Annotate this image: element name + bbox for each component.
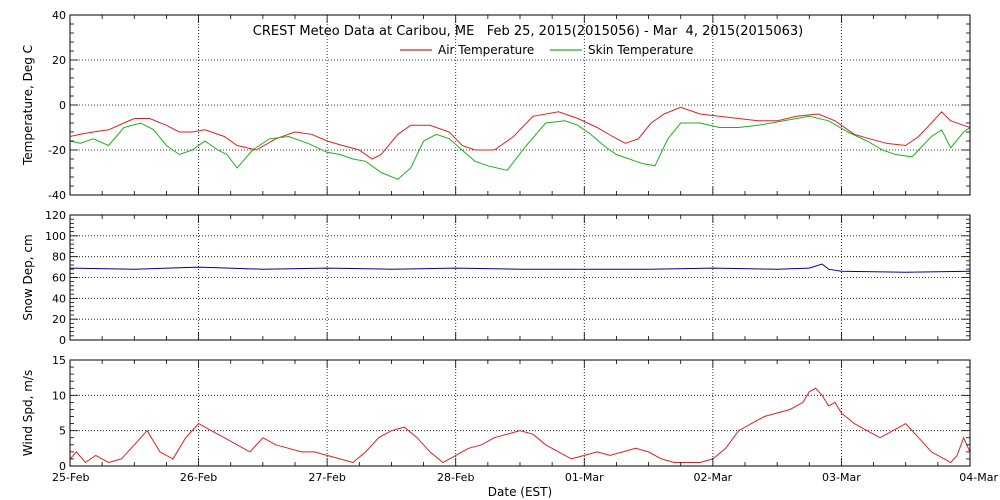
y-axis-label: Snow Dep, cm xyxy=(21,234,35,320)
x-tick-label: 01-Mar xyxy=(565,471,604,484)
y-tick-label: 40 xyxy=(52,9,66,22)
x-tick-label: 04-Mar xyxy=(959,471,998,484)
y-tick-label: 0 xyxy=(59,460,66,473)
series-line-1 xyxy=(69,263,971,273)
legend-label-skin-temperature: Skin Temperature xyxy=(588,43,693,57)
legend: Air Temperature Skin Temperature xyxy=(400,43,693,57)
y-tick-label: 120 xyxy=(45,209,66,222)
x-tick-label: 27-Feb xyxy=(308,471,345,484)
panel-3: 0 5 10 15 Wind Spd, m/s xyxy=(21,354,971,473)
y-axis-label: Temperature, Deg C xyxy=(21,45,35,166)
panel-2: 0 20 40 60 80 100 120 Snow Dep, cm xyxy=(21,209,971,347)
y-tick-label: 10 xyxy=(52,389,66,402)
x-tick-label: 25-Feb xyxy=(52,471,89,484)
series-line-1 xyxy=(69,387,971,464)
y-tick-label: 60 xyxy=(52,272,66,285)
y-tick-label: -40 xyxy=(48,189,66,202)
y-tick-label: 20 xyxy=(52,313,66,326)
panel-1: -40 -20 0 20 40 Temperature, Deg C xyxy=(21,9,971,202)
y-tick-label: -20 xyxy=(48,144,66,157)
y-tick-label: 0 xyxy=(59,99,66,112)
series-line-2 xyxy=(69,115,971,180)
y-tick-label: 40 xyxy=(52,292,66,305)
y-tick-label: 5 xyxy=(59,425,66,438)
y-tick-label: 0 xyxy=(59,334,66,347)
y-axis-label: Wind Spd, m/s xyxy=(21,370,35,456)
x-axis-label: Date (EST) xyxy=(488,485,552,499)
series-line-1 xyxy=(69,106,971,160)
y-tick-label: 100 xyxy=(45,230,66,243)
x-tick-label: 28-Feb xyxy=(437,471,474,484)
chart-title: CREST Meteo Data at Caribou, ME Feb 25, … xyxy=(253,24,803,39)
y-tick-label: 80 xyxy=(52,251,66,264)
y-tick-label: 15 xyxy=(52,354,66,367)
x-tick-label: 26-Feb xyxy=(180,471,217,484)
legend-label-air-temperature: Air Temperature xyxy=(438,43,534,57)
plot-frame xyxy=(69,359,971,467)
y-tick-label: 20 xyxy=(52,54,66,67)
x-tick-label: 03-Mar xyxy=(822,471,861,484)
x-tick-label: 02-Mar xyxy=(693,471,732,484)
